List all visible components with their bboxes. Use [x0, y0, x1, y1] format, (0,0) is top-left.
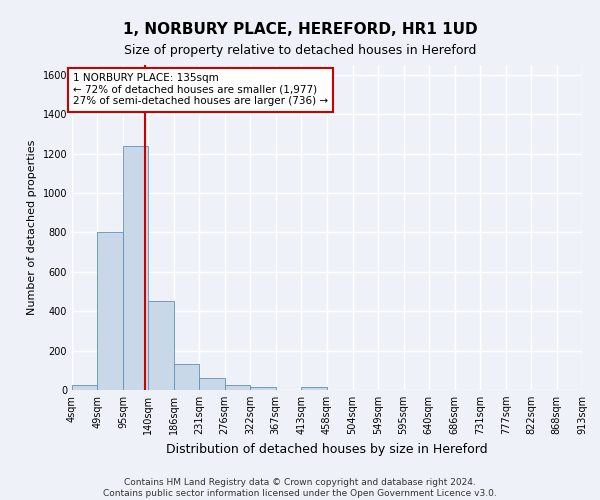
Bar [224, 385, 250, 390]
X-axis label: Distribution of detached houses by size in Hereford: Distribution of detached houses by size … [166, 442, 488, 456]
Bar [301, 387, 327, 390]
Text: Contains HM Land Registry data © Crown copyright and database right 2024.
Contai: Contains HM Land Registry data © Crown c… [103, 478, 497, 498]
Bar [72, 385, 97, 390]
Text: 1, NORBURY PLACE, HEREFORD, HR1 1UD: 1, NORBURY PLACE, HEREFORD, HR1 1UD [122, 22, 478, 38]
Bar [148, 302, 174, 390]
Bar [199, 378, 224, 390]
Bar [97, 232, 123, 390]
Bar [123, 146, 148, 390]
Y-axis label: Number of detached properties: Number of detached properties [27, 140, 37, 315]
Text: Size of property relative to detached houses in Hereford: Size of property relative to detached ho… [124, 44, 476, 57]
Bar [250, 387, 275, 390]
Bar [174, 364, 199, 390]
Text: 1 NORBURY PLACE: 135sqm
← 72% of detached houses are smaller (1,977)
27% of semi: 1 NORBURY PLACE: 135sqm ← 72% of detache… [73, 73, 328, 106]
